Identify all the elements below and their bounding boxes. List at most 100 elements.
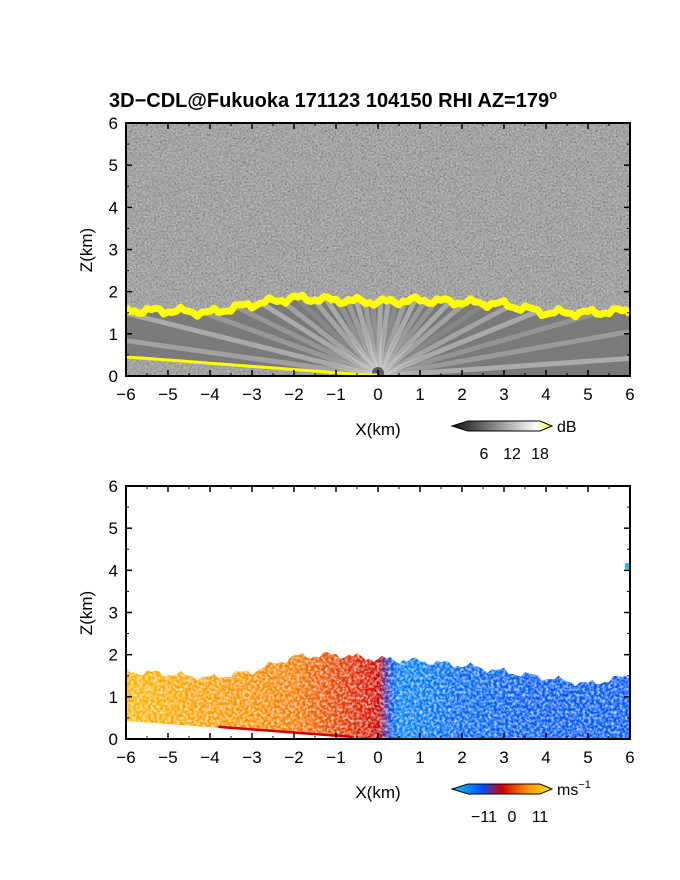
backscatter-ray — [375, 295, 394, 376]
velocity-unit-base: ms — [557, 782, 578, 799]
x-tick-label: 3 — [499, 385, 508, 404]
x-tick-label: 2 — [457, 748, 466, 767]
x-tick-label: 1 — [415, 385, 424, 404]
velocity-isolated-echo — [625, 563, 629, 569]
x-tick-label: −1 — [326, 748, 345, 767]
backscatter-ray — [126, 295, 380, 376]
y-tick-label: 1 — [109, 688, 118, 707]
x-tick-label: 4 — [541, 385, 550, 404]
velocity-ground-edge — [218, 725, 353, 739]
y-tick-label: 5 — [109, 156, 118, 175]
backscatter-ray — [377, 346, 630, 376]
backscatter-echo-region — [126, 295, 630, 376]
x-tick-label: −2 — [284, 385, 303, 404]
backscatter-ray — [375, 295, 473, 376]
backscatter-colorbar: 6 12 18 dB — [450, 419, 577, 463]
y-tick-label: 2 — [109, 646, 118, 665]
velocity-axes: −6 −5 −4 −3 −2 −1 0 1 2 3 4 5 6 0 1 2 3 4 5 6 — [109, 477, 635, 767]
backscatter-axes: −6 −5 −4 −3 −2 −1 0 1 2 3 4 5 6 0 1 2 3 4 5 6 — [109, 114, 635, 404]
x-tick-label: 5 — [583, 385, 592, 404]
y-tick-label: 6 — [109, 114, 118, 133]
velocity-xlabel: X(km) — [355, 783, 400, 802]
y-tick-label: 4 — [109, 561, 118, 580]
x-tick-label: 6 — [625, 385, 634, 404]
backscatter-ray — [126, 295, 379, 376]
colorbar-tick-label: 12 — [503, 446, 521, 463]
chart-title-text: 3D−CDL@Fukuoka 171123 104150 RHI AZ=179 — [109, 90, 549, 112]
y-tick-label: 0 — [109, 367, 118, 386]
x-tick-label: −6 — [116, 385, 135, 404]
backscatter-ray — [376, 295, 630, 376]
backscatter-ray — [375, 295, 582, 376]
backscatter-ray — [197, 295, 381, 376]
backscatter-ray — [376, 295, 630, 376]
y-tick-label: 3 — [109, 241, 118, 260]
backscatter-ray — [233, 295, 381, 376]
x-tick-label: −5 — [158, 748, 177, 767]
backscatter-ray — [131, 295, 380, 376]
x-tick-label: 4 — [541, 748, 550, 767]
x-tick-label: −1 — [326, 385, 345, 404]
backscatter-ray — [376, 295, 614, 376]
backscatter-ray — [126, 295, 380, 376]
velocity-ylabel: Z(km) — [77, 591, 96, 635]
x-tick-label: −6 — [116, 748, 135, 767]
backscatter-ray — [375, 295, 511, 376]
velocity-unit-exponent: −1 — [578, 779, 591, 791]
colorbar-tick-label: 6 — [480, 446, 489, 463]
backscatter-ray — [348, 295, 381, 376]
x-tick-label: 6 — [625, 748, 634, 767]
backscatter-ray — [126, 320, 379, 376]
backscatter-xlabel: X(km) — [355, 420, 400, 439]
backscatter-colorbar-bar — [450, 420, 554, 432]
x-tick-label: 0 — [373, 748, 382, 767]
y-tick-label: 6 — [109, 477, 118, 496]
x-tick-label: −2 — [284, 748, 303, 767]
chart-title: 3D−CDL@Fukuoka 171123 104150 RHI AZ=179o — [109, 87, 557, 112]
velocity-colorbar-unit: ms−1 — [557, 779, 591, 799]
backscatter-ray — [376, 295, 630, 376]
y-tick-label: 2 — [109, 283, 118, 302]
backscatter-colorbar-unit: dB — [557, 419, 577, 436]
y-tick-label: 0 — [109, 730, 118, 749]
y-tick-label: 4 — [109, 198, 118, 217]
backscatter-ray — [375, 295, 547, 376]
x-tick-label: −3 — [242, 385, 261, 404]
backscatter-ray — [309, 295, 381, 376]
velocity-colorbar: −11 0 11 ms−1 — [450, 779, 591, 826]
x-tick-label: −5 — [158, 385, 177, 404]
backscatter-colorbar-ticks: 6 12 18 — [480, 446, 549, 463]
y-tick-label: 5 — [109, 519, 118, 538]
colorbar-tick-label: 0 — [508, 809, 517, 826]
velocity-speckle — [126, 652, 630, 739]
x-tick-label: −3 — [242, 748, 261, 767]
velocity-colorbar-ticks: −11 0 11 — [471, 809, 548, 826]
chart-title-degree: o — [549, 87, 557, 102]
backscatter-ray — [377, 295, 630, 376]
backscatter-ray — [126, 295, 380, 376]
backscatter-ylabel: Z(km) — [77, 228, 96, 272]
y-tick-label: 3 — [109, 604, 118, 623]
colorbar-tick-label: 11 — [532, 809, 549, 826]
backscatter-ray — [377, 307, 630, 376]
x-tick-label: 2 — [457, 385, 466, 404]
colorbar-tick-label: 18 — [531, 446, 549, 463]
x-tick-label: 1 — [415, 748, 424, 767]
x-tick-label: 3 — [499, 748, 508, 767]
backscatter-top-edge — [126, 291, 630, 321]
backscatter-ray — [376, 295, 630, 376]
colorbar-tick-label: −11 — [471, 809, 497, 826]
velocity-panel: −6 −5 −4 −3 −2 −1 0 1 2 3 4 5 6 0 1 2 3 4 5 6 X(km) Z(km) −… — [77, 477, 635, 826]
backscatter-ray — [126, 295, 380, 376]
y-tick-label: 1 — [109, 325, 118, 344]
x-tick-label: 5 — [583, 748, 592, 767]
backscatter-ray — [163, 295, 381, 376]
backscatter-ray — [270, 295, 381, 376]
x-tick-label: −4 — [200, 385, 219, 404]
x-tick-label: −4 — [200, 748, 219, 767]
velocity-colorbar-bar — [450, 783, 554, 795]
backscatter-ray — [375, 295, 434, 376]
x-tick-label: 0 — [373, 385, 382, 404]
